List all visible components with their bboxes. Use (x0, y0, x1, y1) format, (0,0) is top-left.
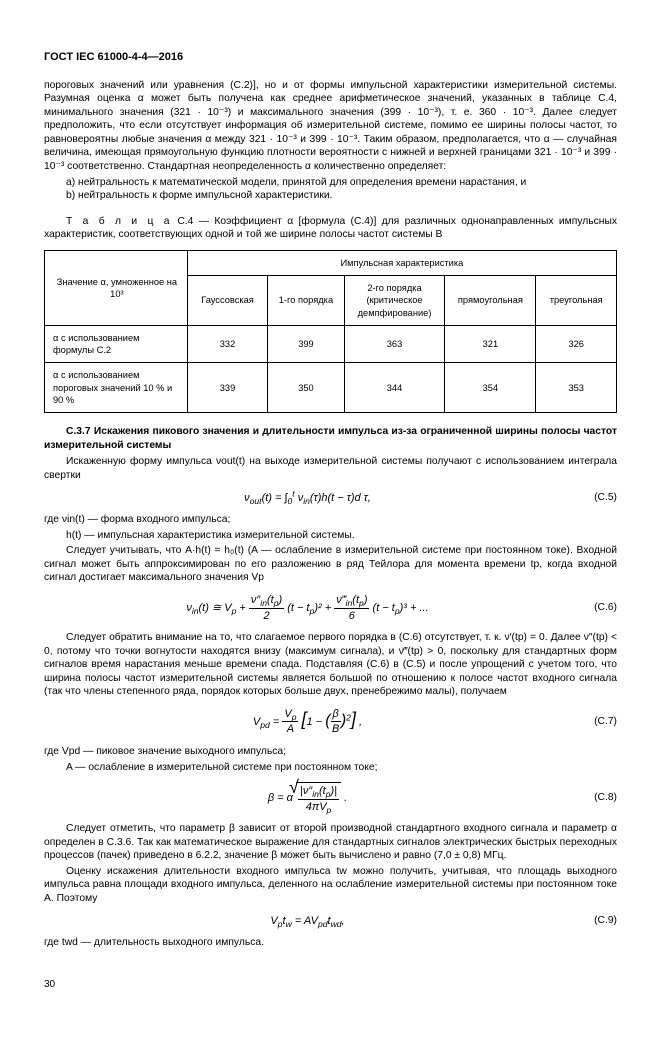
row1-c2: 344 (344, 363, 445, 413)
formula-num-c7: (С.7) (571, 715, 617, 729)
formula-num-c8: (С.8) (571, 791, 617, 805)
c37-p1: Искаженную форму импульса νout(t) на вых… (44, 455, 617, 482)
c37-p4: Следует обратить внимание на то, что сла… (44, 631, 617, 699)
c37-p7: Оценку искажения длительности входного и… (44, 865, 617, 906)
section-c37-title: С.3.7 Искажения пикового значения и длит… (44, 425, 617, 452)
formula-c5-row: νout(t) = ∫0t νin(τ)h(t − τ)d τ, (С.5) (44, 491, 617, 506)
doc-header: ГОСТ IEC 61000-4-4—2016 (44, 50, 617, 65)
th-col1: 1-го порядка (268, 276, 344, 326)
c37-p2a: где νin(t) — форма входного импульса; (44, 513, 617, 527)
formula-num-c9: (С.9) (571, 914, 617, 928)
row0-c3: 321 (445, 325, 536, 363)
formula-num-c5: (С.5) (571, 491, 617, 505)
list-item-a: a) нейтральность к математической модели… (66, 176, 617, 190)
th-col0: Гауссовская (187, 276, 267, 326)
row1-c0: 339 (187, 363, 267, 413)
para-threshold: пороговых значений или уравнения (С.2)],… (44, 79, 617, 174)
formula-c6: νin(t) ≅ Vp + ν″in(tp)2 (t − tp)² + ν‴in… (44, 593, 571, 623)
row1-c1: 350 (268, 363, 344, 413)
formula-c9: Vptw = AVpdtwd, (44, 914, 571, 929)
page-number: 30 (44, 978, 617, 991)
row1-c4: 353 (536, 363, 617, 413)
th-label: Значение α, умноженное на 10³ (45, 250, 188, 325)
table-row: α с использованием формулы С.2 332 399 3… (45, 325, 617, 363)
formula-c7: Vpd = VpA [1 − (βB)2] , (44, 707, 571, 737)
row0-c4: 326 (536, 325, 617, 363)
th-col2: 2-го порядка (критическое демпфирование) (344, 276, 445, 326)
formula-c8: β = α √|ν″in(tp)|4πVp . (44, 782, 571, 814)
row0-c2: 363 (344, 325, 445, 363)
row0-c1: 399 (268, 325, 344, 363)
c37-p5a: где Vpd — пиковое значение выходного имп… (44, 745, 617, 759)
coefficient-table: Значение α, умноженное на 10³ Импульсная… (44, 250, 617, 413)
c37-p3: Следует учитывать, что A·h(t) = h₀(t) (A… (44, 544, 617, 585)
c37-p2b: h(t) — импульсная характеристика измерит… (66, 529, 617, 543)
formula-c8-row: β = α √|ν″in(tp)|4πVp . (С.8) (44, 782, 617, 814)
formula-num-c6: (С.6) (571, 601, 617, 615)
row0-c0: 332 (187, 325, 267, 363)
formula-c7-row: Vpd = VpA [1 − (βB)2] , (С.7) (44, 707, 617, 737)
row0-label: α с использованием формулы С.2 (45, 325, 188, 363)
th-col4: треугольная (536, 276, 617, 326)
c37-p5b: A — ослабление в измерительной системе п… (66, 761, 617, 775)
th-group: Импульсная характеристика (187, 250, 616, 275)
table-row: α с использованием пороговых значений 10… (45, 363, 617, 413)
c37-p6: Следует отметить, что параметр β зависит… (44, 822, 617, 863)
table-caption: Т а б л и ц а С.4 — Коэффициент α [форму… (44, 215, 617, 242)
formula-c9-row: Vptw = AVpdtwd, (С.9) (44, 914, 617, 929)
th-col3: прямоугольная (445, 276, 536, 326)
row1-label: α с использованием пороговых значений 10… (45, 363, 188, 413)
formula-c5: νout(t) = ∫0t νin(τ)h(t − τ)d τ, (44, 491, 571, 506)
c37-p8: где twd — длительность выходного импульс… (44, 936, 617, 950)
row1-c3: 354 (445, 363, 536, 413)
formula-c6-row: νin(t) ≅ Vp + ν″in(tp)2 (t − tp)² + ν‴in… (44, 593, 617, 623)
table-caption-prefix: Т а б л и ц а (66, 216, 172, 227)
list-item-b: b) нейтральность к форме импульсной хара… (66, 189, 617, 203)
